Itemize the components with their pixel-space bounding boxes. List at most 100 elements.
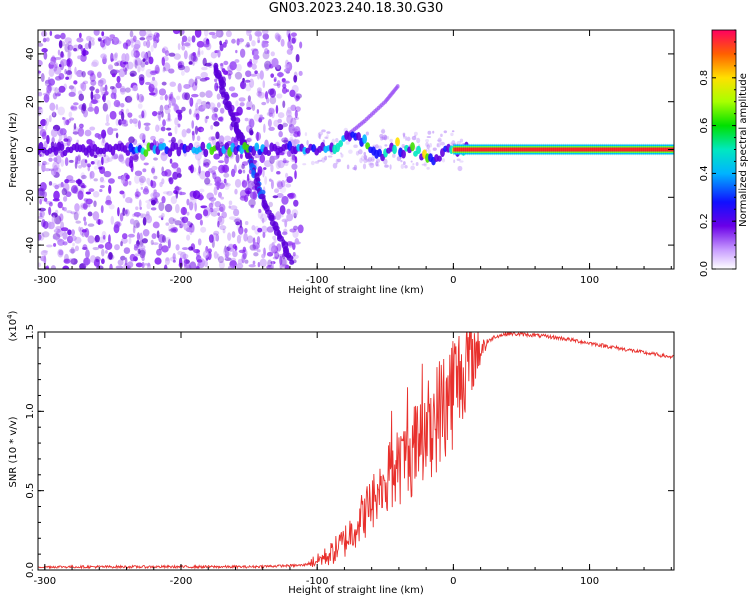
noise-point bbox=[192, 54, 199, 65]
noise-point bbox=[167, 112, 171, 121]
noise-point bbox=[67, 118, 72, 123]
noise-point bbox=[406, 136, 411, 142]
noise-point bbox=[62, 196, 68, 202]
noise-point bbox=[292, 242, 296, 251]
noise-point bbox=[98, 236, 106, 243]
noise-point bbox=[120, 119, 127, 125]
noise-point bbox=[133, 50, 140, 59]
noise-point bbox=[172, 171, 179, 180]
snr-scale-note: (x104) bbox=[6, 310, 19, 341]
noise-point bbox=[145, 35, 153, 41]
noise-point bbox=[151, 233, 157, 239]
noise-point bbox=[274, 251, 280, 260]
noise-point bbox=[175, 203, 180, 214]
noise-point bbox=[381, 128, 386, 134]
noise-point bbox=[82, 257, 89, 267]
noise-point bbox=[286, 48, 293, 55]
noise-point bbox=[280, 38, 285, 47]
noise-point bbox=[70, 211, 77, 215]
noise-point bbox=[108, 203, 115, 210]
noise-point bbox=[114, 62, 119, 67]
noise-point bbox=[251, 63, 257, 70]
noise-point bbox=[250, 48, 259, 52]
noise-point bbox=[134, 59, 138, 69]
noise-point bbox=[63, 206, 67, 212]
cross-trace-point bbox=[231, 116, 237, 122]
noise-point bbox=[248, 33, 253, 42]
noise-point bbox=[64, 43, 70, 53]
noise-point bbox=[450, 132, 454, 137]
noise-point bbox=[270, 73, 275, 78]
noise-point bbox=[213, 107, 219, 113]
noise-point bbox=[202, 250, 209, 259]
noise-point bbox=[123, 247, 131, 254]
noise-point bbox=[124, 67, 128, 76]
noise-point bbox=[436, 143, 439, 148]
noise-point bbox=[416, 137, 421, 144]
noise-point bbox=[217, 49, 221, 58]
noise-point bbox=[208, 136, 215, 142]
noise-point bbox=[276, 80, 281, 89]
spectrogram-x-tick-label: 0 bbox=[450, 275, 456, 286]
noise-point bbox=[224, 250, 230, 259]
noise-point bbox=[261, 101, 267, 106]
noise-point bbox=[427, 130, 432, 135]
noise-point bbox=[286, 213, 294, 222]
noise-point bbox=[124, 95, 133, 103]
noise-point bbox=[69, 235, 77, 242]
noise-point bbox=[197, 262, 201, 266]
noise-point bbox=[268, 107, 273, 118]
noise-point bbox=[168, 228, 177, 232]
noise-point bbox=[200, 128, 204, 132]
noise-point bbox=[75, 220, 82, 224]
noise-point bbox=[258, 208, 262, 213]
noise-point bbox=[229, 61, 237, 71]
colorbar-tick-label: 0.6 bbox=[699, 118, 710, 134]
noise-point bbox=[62, 116, 65, 120]
noise-point bbox=[244, 44, 251, 48]
noise-point bbox=[239, 153, 243, 159]
noise-point bbox=[251, 225, 256, 231]
noise-point bbox=[78, 164, 82, 169]
noise-point bbox=[146, 202, 151, 210]
noise-point bbox=[87, 235, 95, 244]
noise-point bbox=[363, 154, 368, 161]
noise-point bbox=[170, 227, 177, 233]
noise-point bbox=[41, 48, 48, 53]
noise-point bbox=[91, 40, 95, 46]
noise-point bbox=[282, 157, 287, 164]
noise-point bbox=[250, 73, 258, 77]
noise-point bbox=[174, 117, 179, 126]
noise-point bbox=[413, 131, 418, 136]
noise-point bbox=[276, 93, 283, 99]
noise-point bbox=[210, 51, 218, 59]
noise-point bbox=[324, 155, 328, 161]
spectrogram-x-label: Height of straight line (km) bbox=[288, 285, 424, 296]
noise-point bbox=[262, 247, 266, 253]
noise-point bbox=[150, 207, 157, 211]
noise-point bbox=[45, 265, 50, 269]
noise-point bbox=[38, 42, 44, 47]
noise-point bbox=[82, 80, 89, 85]
noise-point bbox=[194, 78, 198, 86]
noise-point bbox=[40, 30, 48, 37]
noise-point bbox=[186, 211, 190, 216]
noise-point bbox=[293, 75, 298, 83]
noise-point bbox=[197, 238, 202, 246]
noise-point bbox=[282, 100, 286, 108]
noise-point bbox=[359, 157, 363, 164]
noise-point bbox=[78, 93, 84, 102]
noise-point bbox=[177, 112, 183, 121]
noise-point bbox=[217, 160, 225, 164]
noise-point bbox=[224, 135, 232, 141]
snr-x-tick-label: -200 bbox=[170, 576, 193, 587]
noise-point bbox=[168, 217, 175, 225]
noise-point bbox=[81, 103, 87, 112]
noise-point bbox=[203, 159, 211, 166]
noise-point bbox=[219, 203, 226, 213]
noise-point bbox=[196, 259, 203, 263]
carrier-core bbox=[453, 147, 674, 152]
noise-point bbox=[256, 87, 262, 94]
noise-point bbox=[271, 108, 275, 119]
noise-point bbox=[298, 70, 303, 77]
